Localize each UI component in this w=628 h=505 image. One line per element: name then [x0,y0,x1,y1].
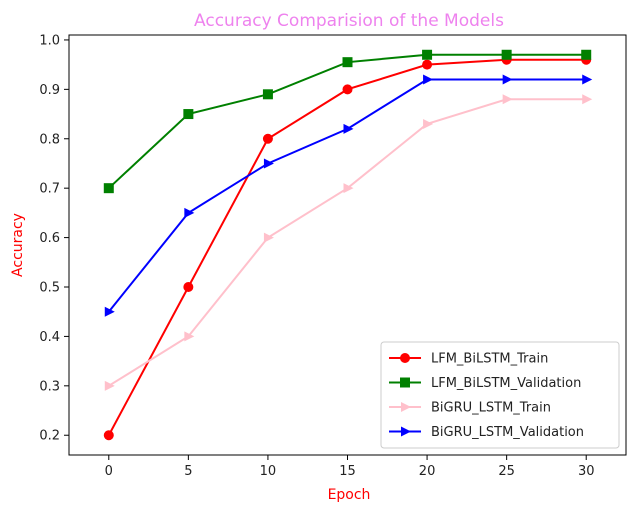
legend-marker [400,353,410,363]
legend-marker [400,377,410,388]
data-point [423,118,434,129]
x-tick-label: 15 [339,464,356,479]
series-bigru-lstm-validation [104,74,593,317]
data-point [104,380,115,391]
data-point [183,109,194,120]
legend: LFM_BiLSTM_Train LFM_BiLSTM_Validation BiG… [380,341,620,449]
series-bigru-lstm-train [104,94,593,391]
x-tick-label: 25 [498,464,515,479]
y-tick-label: 0.9 [39,83,60,98]
legend-item: LFM_BiLSTM_Train [389,352,548,367]
data-point [103,183,114,194]
data-point [262,133,273,144]
data-point [502,94,513,105]
data-point [183,282,194,292]
data-point [263,158,274,169]
y-tick-label: 1.0 [39,33,60,48]
legend-label: LFM_BiLSTM_Train [431,352,548,367]
legend-box [380,341,620,449]
data-point [184,207,195,218]
y-tick-label: 0.8 [39,132,60,147]
data-point [184,331,195,342]
data-point [263,232,274,243]
legend-marker [401,426,411,437]
y-tick-label: 0.7 [39,182,60,197]
axes: 0 5 10 15 20 25 30 0.2 0.3 0.4 0.5 0.6 0.7 0.8 0.9 1.0 [39,33,627,479]
legend-item: BiGRU_LSTM_Train [389,401,551,416]
legend-marker [401,402,411,412]
data-point [582,94,593,105]
series-layer [103,49,593,441]
x-axis-title: Epoch [328,487,371,503]
y-tick-label: 0.2 [39,429,60,444]
data-point [262,89,273,100]
x-tick-label: 5 [184,464,192,479]
data-point [104,306,115,317]
data-point [343,183,354,194]
legend-item: LFM_BiLSTM_Validation [389,376,581,391]
data-point [501,49,512,60]
legend-label: LFM_BiLSTM_Validation [431,376,581,391]
x-tick-label: 0 [105,464,113,479]
data-point [422,59,433,70]
series-line [108,78,587,313]
legend-label: BiGRU_LSTM_Validation [431,425,584,440]
y-tick-label: 0.6 [39,231,60,246]
x-tick-label: 20 [419,464,436,479]
y-tick-label: 0.4 [39,330,60,345]
legend-item: BiGRU_LSTM_Validation [389,425,584,440]
data-point [422,49,433,60]
data-point [502,74,513,85]
x-tick-label: 10 [260,464,277,479]
data-point [423,74,434,85]
chart-title: Accuracy Comparision of the Models [194,11,504,31]
data-point [342,84,353,95]
legend-label: BiGRU_LSTM_Train [431,401,551,416]
series-line [108,53,587,189]
y-tick-label: 0.3 [39,379,60,394]
data-point [343,123,354,134]
data-point [581,49,592,60]
data-point [342,57,353,68]
x-tick-label: 30 [578,464,595,479]
y-tick-label: 0.5 [39,281,60,296]
series-lfm-bilstm-validation [103,49,592,194]
y-axis-title: Accuracy [10,213,26,277]
data-point [582,74,593,85]
data-point [103,430,114,441]
